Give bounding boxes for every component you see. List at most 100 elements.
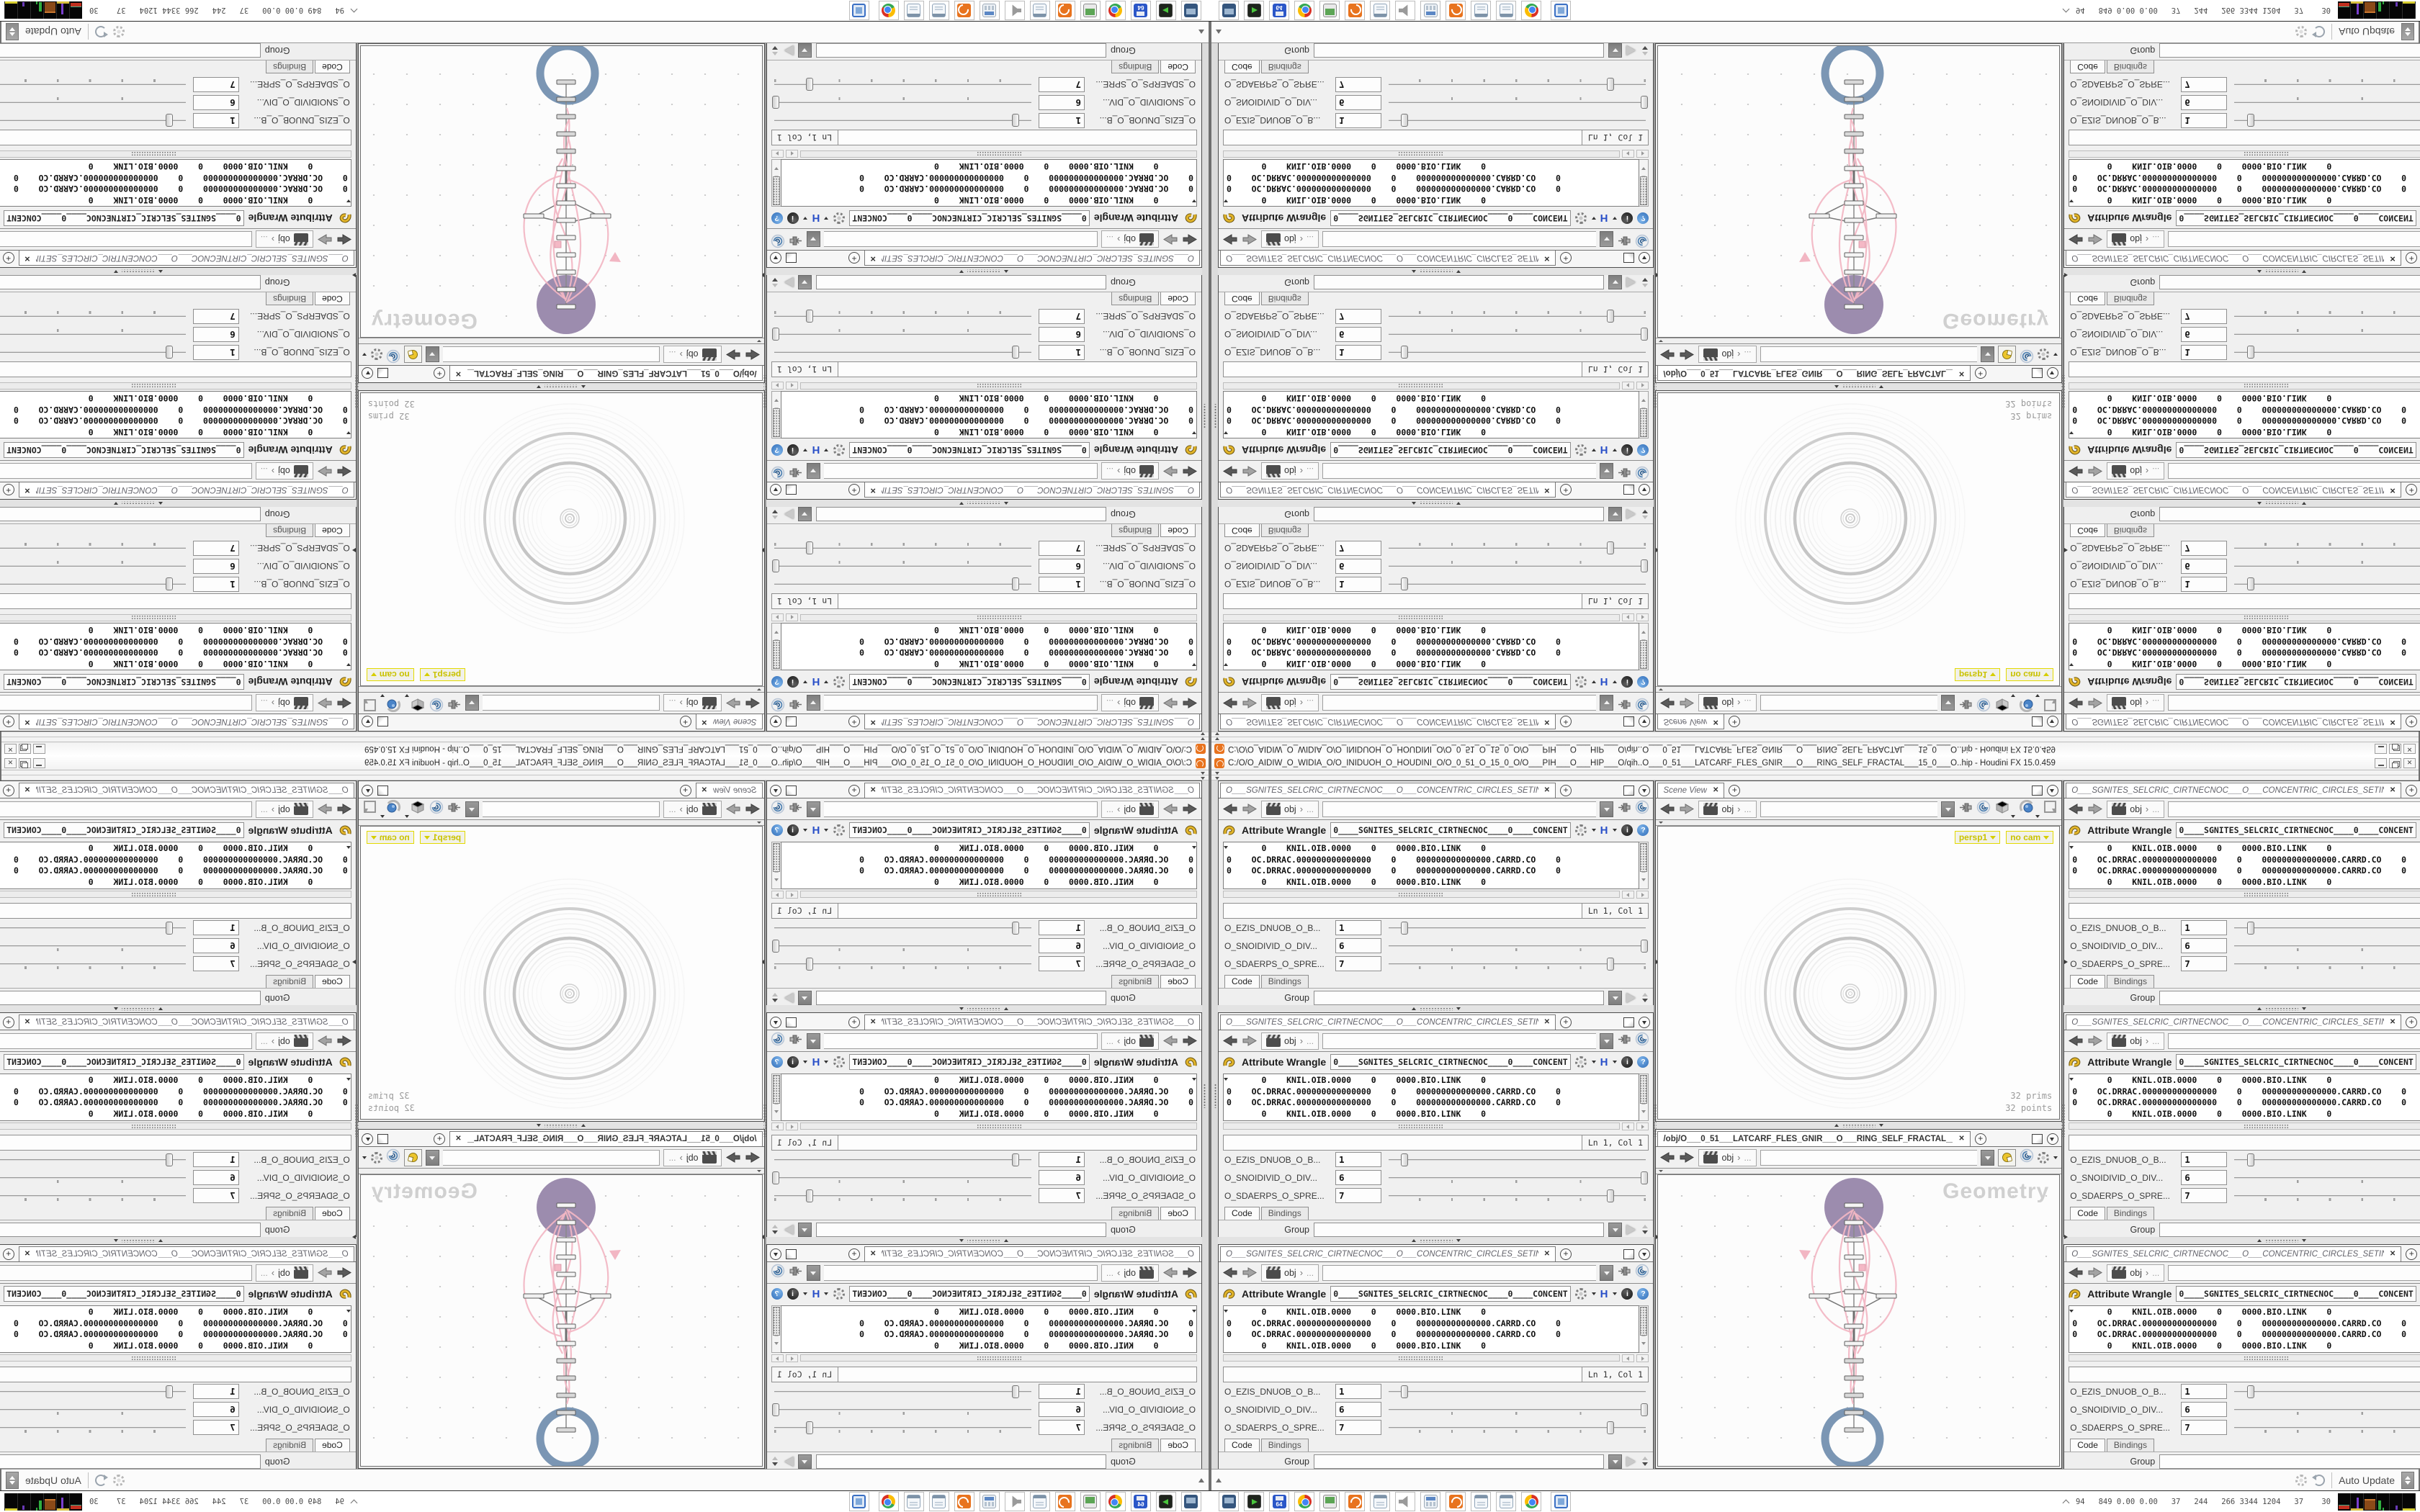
snippet-input[interactable] [837,1135,1197,1151]
node-name-input[interactable]: 0____SGNITES_SELCRIC_CIRTNECNOC____0____… [4,442,244,458]
node-name-input[interactable]: 0____SGNITES_SELCRIC_CIRTNECNOC____0____… [849,1286,1090,1302]
pane-splitter[interactable] [766,268,1202,275]
pane-splitter[interactable] [0,1005,357,1012]
param-value-field[interactable]: 7 [192,541,239,556]
tab-close-icon[interactable]: ✕ [701,786,707,794]
status-collapse-icon[interactable] [1216,30,1222,35]
forward-icon[interactable] [1242,465,1258,477]
new-tab-icon[interactable]: + [2406,252,2418,264]
vertical-scrollbar[interactable] [1639,391,1649,438]
param-slider[interactable] [1387,541,1647,556]
slider-handle[interactable] [1011,114,1019,127]
slider-handle[interactable] [1606,1421,1614,1434]
camera-none-chip[interactable]: no cam [2006,831,2054,844]
slider-handle[interactable] [772,328,780,341]
attribute-wrangle-icon[interactable] [1183,199,1197,224]
tab-close-icon[interactable]: ✕ [701,718,707,726]
gear-icon[interactable] [833,444,846,456]
tab-code[interactable]: Code [2070,1439,2105,1452]
breadcrumb-root[interactable]: obj [1284,466,1296,477]
update-mode-spinner-icon[interactable] [6,1471,19,1489]
pane-splitter-edge[interactable] [1213,43,1218,732]
slider-handle[interactable] [166,1385,174,1398]
path-dropdown-icon[interactable] [465,695,479,711]
camera-persp-chip[interactable]: persp1 [419,831,466,844]
taskbar-icon-calculator[interactable] [980,1492,1000,1511]
mini-scroll[interactable] [1640,278,1650,287]
pane-maximize-icon[interactable] [1623,1017,1635,1027]
horizontal-scrollbar[interactable] [0,1354,351,1362]
breadcrumb-root[interactable]: obj [1284,1267,1296,1278]
param-value-field[interactable]: 1 [1039,113,1085,128]
vertical-scrollbar[interactable] [771,1305,781,1353]
node-name-input[interactable]: 0____SGNITES_SELCRIC_CIRTNECNOC____0____… [4,674,244,690]
back-icon[interactable] [1182,803,1198,815]
group-dropdown-icon[interactable] [1608,1454,1623,1469]
breadcrumb[interactable]: obj › ... [1101,1264,1159,1282]
vertical-scrollbar[interactable] [771,1074,781,1121]
title-bar[interactable]: C:/O/O_AIDIW_O_WIDIA_O/O_INIDUOH_O_HOUDI… [1211,742,2419,756]
breadcrumb[interactable]: obj › ... [663,1148,722,1166]
param-slider[interactable] [1387,559,1648,574]
new-tab-icon[interactable]: + [2,484,14,495]
tab-close-icon[interactable]: ✕ [869,786,877,794]
snippet-input[interactable] [2069,130,2420,145]
pane-menu-icon[interactable] [2047,1133,2059,1145]
param-value-field[interactable]: 7 [1335,309,1381,324]
breadcrumb-root[interactable]: obj [1124,234,1136,245]
select-arrow-icon[interactable] [1626,992,1636,1003]
path-input[interactable] [1322,695,1597,711]
new-tab-icon[interactable]: + [2,785,14,796]
param-slider[interactable] [773,1384,1033,1399]
pane-splitter-vertical[interactable] [355,43,359,732]
breadcrumb[interactable]: obj › ... [2107,1264,2165,1282]
vex-code-editor[interactable]: 0 KNIL.OIB.0000 0 0000.BIO.LINK 0 0 OC.D… [0,842,351,889]
param-value-field[interactable]: 1 [192,1384,239,1399]
breadcrumb[interactable]: obj › ... [1261,462,1319,480]
gear-icon[interactable] [1574,1056,1587,1068]
tab-bindings[interactable]: Bindings [1111,524,1160,537]
forward-icon[interactable] [1162,803,1178,815]
path-input[interactable] [823,695,1098,711]
taskbar-icon-houdini-2[interactable] [954,1492,974,1511]
taskbar-icon-notepad-3[interactable] [904,1492,924,1511]
tab-bindings[interactable]: Bindings [1111,292,1160,305]
vertical-scrollbar[interactable] [771,159,781,207]
sticky-note-icon[interactable] [1998,1148,2017,1166]
param-slider[interactable] [2233,577,2420,592]
horizontal-scrollbar[interactable] [1223,1354,1649,1362]
breadcrumb-root[interactable]: obj [2130,1035,2142,1046]
group-dropdown-icon[interactable] [1608,275,1623,290]
vertical-scrollbar[interactable] [1639,1305,1649,1353]
slider-handle[interactable] [1401,1153,1409,1166]
forward-icon[interactable] [1679,697,1695,709]
param-slider[interactable] [1387,309,1647,324]
camera-persp-chip[interactable]: persp1 [419,668,466,681]
taskbar-icon-remote-desktop[interactable] [1080,1492,1101,1511]
scrollbar-thumb[interactable] [772,1075,780,1104]
param-value-field[interactable]: 6 [192,95,239,110]
tab-bindings[interactable]: Bindings [2106,524,2154,537]
breadcrumb[interactable]: obj › ... [663,800,722,818]
param-value-field[interactable]: 7 [2181,77,2228,92]
houdini-spiral-icon[interactable] [2020,1148,2034,1166]
help-icon[interactable]: ? [1637,212,1649,224]
hscript-icon[interactable]: H [812,212,820,225]
vex-code-editor[interactable]: 0 KNIL.OIB.0000 0 0000.BIO.LINK 0 0 OC.D… [2069,391,2420,438]
scroll-right-icon[interactable] [1636,150,1649,158]
new-tab-icon[interactable]: + [1560,484,1572,495]
param-slider[interactable] [1387,95,1648,110]
snippet-input[interactable] [837,361,1197,377]
pin-icon[interactable] [1617,464,1631,480]
node-name-input[interactable]: 0____SGNITES_SELCRIC_CIRTNECNOC____0____… [4,1054,244,1070]
scroll-left-icon[interactable] [1622,150,1635,158]
back-icon[interactable] [1222,1266,1238,1279]
collapsed-shelf-strip[interactable] [1,775,1209,780]
tab-code[interactable]: Code [2070,1207,2105,1220]
taskbar-icon-houdini[interactable] [1055,1,1075,20]
snippet-input[interactable] [837,903,1197,919]
forward-icon[interactable] [1679,348,1695,361]
group-input[interactable] [1314,43,1605,58]
new-tab-icon[interactable]: + [434,1133,446,1145]
scrollbar-thumb[interactable] [1397,616,1443,620]
